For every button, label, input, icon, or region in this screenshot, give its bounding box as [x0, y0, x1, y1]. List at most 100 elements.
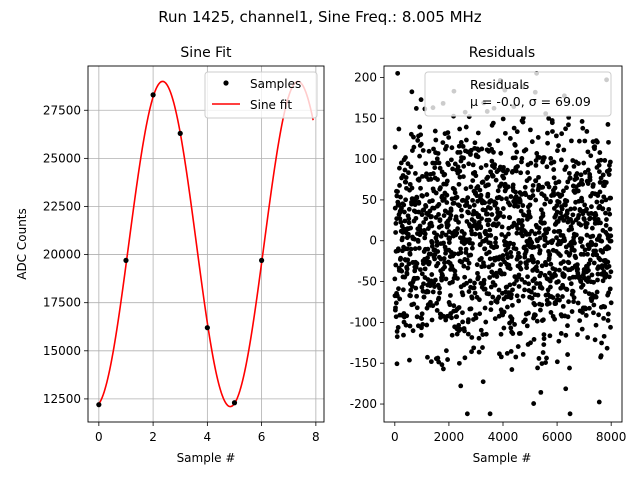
residual-point — [553, 273, 558, 278]
residual-point — [452, 272, 458, 278]
residual-point — [440, 140, 446, 146]
residual-point — [603, 223, 609, 228]
residual-point — [587, 177, 593, 183]
residual-point — [409, 185, 415, 191]
residual-point — [536, 155, 542, 160]
residuals-y-tick-label: 150 — [354, 111, 377, 125]
residual-point — [537, 235, 543, 241]
residual-point — [596, 162, 602, 168]
sine-fit-grid — [88, 66, 324, 422]
residual-point — [437, 217, 443, 223]
residual-point — [598, 353, 604, 359]
residual-point — [572, 240, 577, 246]
residual-point — [581, 160, 587, 166]
residual-point — [461, 155, 466, 161]
residual-point — [416, 200, 422, 206]
residual-point — [556, 279, 561, 284]
residual-point — [520, 223, 525, 229]
residual-point — [415, 138, 421, 143]
residual-point — [545, 140, 550, 146]
residual-point — [398, 194, 403, 200]
sample-point — [123, 257, 129, 263]
residual-point — [541, 336, 547, 342]
residuals-y-tick-label: 200 — [354, 70, 377, 84]
residual-point — [602, 158, 608, 163]
residual-point — [535, 243, 541, 249]
residual-point — [430, 289, 436, 295]
sine-fit-title: Sine Fit — [180, 45, 232, 61]
residual-point — [530, 183, 536, 188]
residual-point — [443, 317, 449, 323]
residuals-x-tick-label: 2000 — [434, 430, 465, 444]
residual-point — [482, 246, 488, 252]
residual-point — [483, 162, 489, 168]
residual-point — [416, 245, 422, 251]
residual-point — [459, 213, 465, 219]
residual-point — [508, 194, 514, 199]
residual-point — [587, 305, 592, 311]
residual-point — [442, 260, 447, 266]
residual-point — [397, 183, 402, 188]
residual-point — [395, 246, 401, 252]
residual-point — [579, 326, 585, 332]
residual-point — [533, 312, 538, 318]
residual-point — [476, 335, 482, 341]
residual-point — [542, 243, 548, 249]
residual-point — [465, 331, 471, 337]
residual-point — [397, 296, 403, 302]
residual-point — [449, 315, 454, 321]
residual-point — [512, 155, 518, 161]
residual-point — [395, 189, 400, 195]
residual-point — [607, 211, 613, 217]
residual-point — [487, 411, 493, 417]
residual-point — [581, 217, 587, 222]
residual-point — [420, 322, 426, 327]
residual-point — [405, 257, 411, 263]
residual-point — [458, 246, 463, 252]
residual-point — [426, 259, 432, 265]
residual-point — [394, 361, 400, 367]
residual-point — [494, 274, 500, 279]
residual-point — [514, 278, 519, 283]
residual-point — [551, 175, 557, 181]
residual-point — [470, 178, 476, 184]
residual-point — [459, 259, 465, 265]
residual-point — [500, 253, 506, 258]
residual-point — [550, 129, 555, 134]
residual-point — [589, 225, 595, 231]
sine-fit-x-tick-label: 8 — [312, 430, 320, 444]
residual-point — [419, 271, 425, 277]
residual-point — [555, 148, 560, 154]
residual-point — [508, 254, 514, 259]
residual-point — [472, 231, 478, 237]
residual-point — [505, 167, 510, 173]
residual-point — [418, 185, 423, 191]
residual-point — [441, 213, 447, 218]
residual-point — [504, 351, 510, 356]
residual-point — [557, 228, 563, 234]
residual-point — [440, 273, 445, 279]
sine-fit-x-tick-label: 0 — [95, 430, 103, 444]
residual-point — [430, 171, 436, 176]
residual-point — [515, 226, 521, 231]
residual-point — [426, 148, 432, 154]
residual-point — [498, 150, 504, 156]
residual-point — [414, 293, 419, 299]
residual-point — [392, 276, 398, 282]
residual-point — [452, 161, 458, 167]
residual-point — [574, 175, 580, 181]
residual-point — [534, 318, 540, 324]
residual-point — [539, 361, 545, 366]
sine-fit-axes-frame — [87, 65, 325, 423]
residual-point — [526, 281, 532, 287]
residual-point — [469, 335, 475, 340]
residual-point — [606, 245, 612, 251]
sine-fit-y-tick-label: 17500 — [43, 296, 81, 310]
residual-point — [596, 264, 601, 270]
residual-point — [466, 317, 471, 323]
residual-point — [496, 287, 502, 293]
residual-point — [541, 332, 547, 337]
residual-point — [434, 156, 440, 162]
residuals-y-tick-label: 0 — [369, 234, 377, 248]
residual-point — [511, 125, 517, 131]
